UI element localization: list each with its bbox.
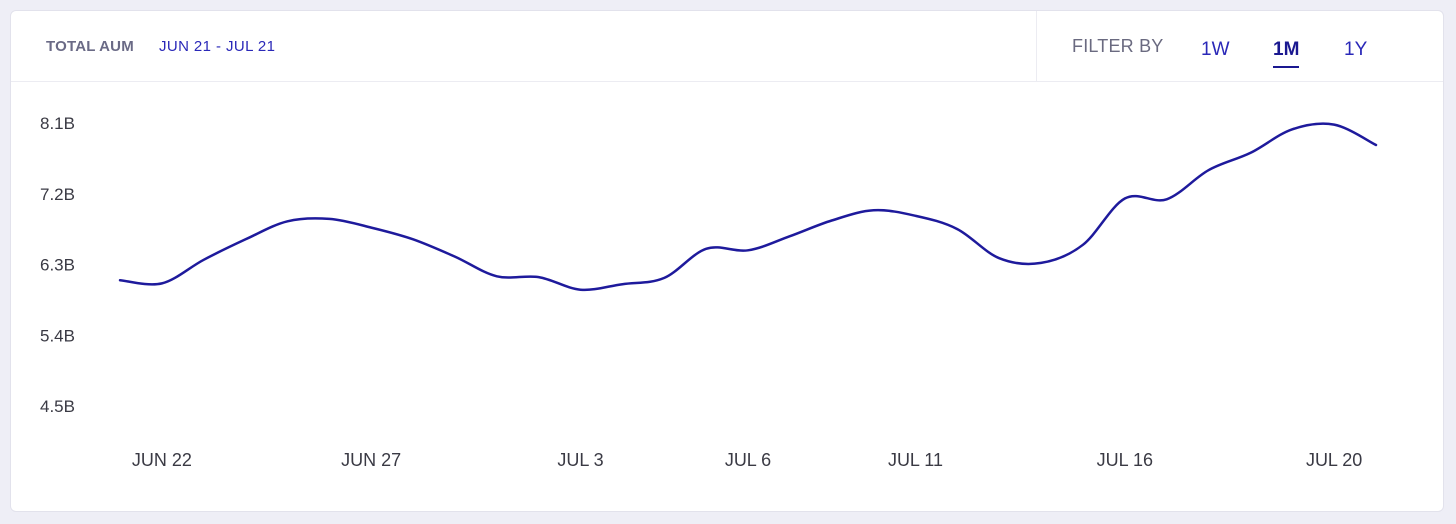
filter-1m-button[interactable]: 1M [1273,34,1300,68]
x-tick-label: JUL 3 [557,450,603,470]
filter-label: FILTER BY [1072,36,1164,56]
x-tick-label: JUL 20 [1306,450,1362,470]
filter-bar: FILTER BY 1W 1M 1Y [1036,11,1444,81]
y-tick-label: 6.3B [40,256,75,275]
chart-title-label: TOTAL AUM [46,38,134,55]
chart-header: TOTAL AUM JUN 21 - JUL 21 FILTER BY 1W 1… [11,11,1443,82]
chart-card: TOTAL AUM JUN 21 - JUL 21 FILTER BY 1W 1… [10,10,1444,512]
x-tick-label: JUL 6 [725,450,771,470]
x-tick-label: JUN 22 [132,450,192,470]
x-tick-label: JUL 11 [888,450,943,470]
x-tick-label: JUN 27 [341,450,401,470]
aum-series-line [118,122,1378,292]
y-tick-label: 5.4B [40,326,75,345]
y-tick-label: 7.2B [40,185,75,204]
chart-date-range: JUN 21 - JUL 21 [159,38,276,55]
filter-1w-button[interactable]: 1W [1201,34,1230,66]
y-tick-label: 8.1B [40,114,75,133]
x-tick-label: JUL 16 [1097,450,1153,470]
y-tick-label: 4.5B [40,397,75,416]
filter-1y-button[interactable]: 1Y [1344,34,1367,66]
